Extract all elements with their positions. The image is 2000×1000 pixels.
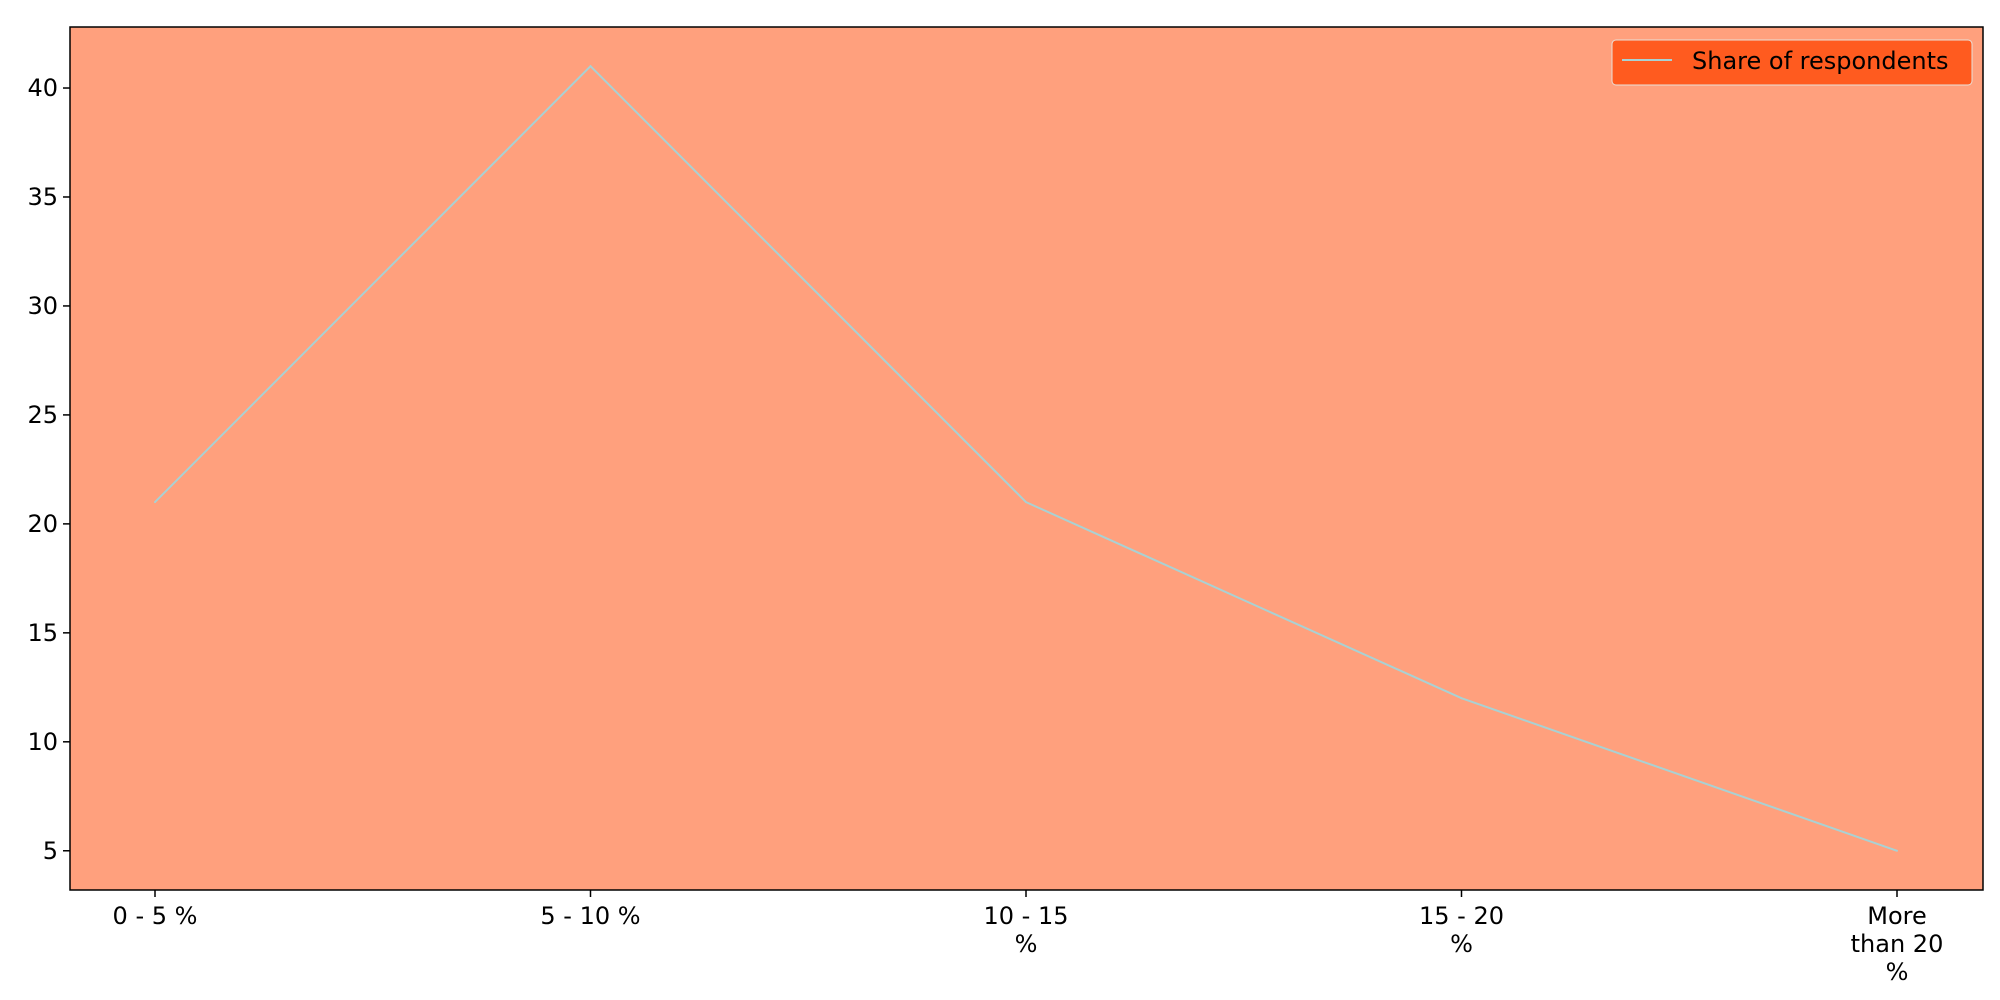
data-point xyxy=(589,65,592,68)
y-tick-label: 30 xyxy=(27,292,58,320)
x-tick-label: More than 20% xyxy=(1851,902,1944,986)
y-axis: 5 10 15 20 25 30 35 40 xyxy=(27,74,70,865)
plot-area xyxy=(69,26,1984,891)
y-tick-label: 35 xyxy=(27,183,58,211)
legend-label: Share of respondents xyxy=(1692,47,1949,75)
y-tick-label: 25 xyxy=(27,401,58,429)
x-tick-label: 10 - 15% xyxy=(984,902,1069,958)
legend: Share of respondents xyxy=(1611,39,1973,86)
y-tick-label: 40 xyxy=(27,74,58,102)
data-point xyxy=(1460,697,1463,700)
x-axis: 0 - 5 % 5 - 10 % 10 - 15 % 15 - 20 % More than … xyxy=(113,890,1944,986)
legend-box xyxy=(1611,39,1973,86)
data-point xyxy=(1025,501,1027,504)
x-tick-label: 5 - 10 % xyxy=(540,902,640,930)
y-tick-label: 20 xyxy=(27,510,58,538)
data-point xyxy=(1896,849,1898,852)
y-tick-label: 15 xyxy=(27,619,58,647)
series-layer xyxy=(154,64,1898,852)
x-tick-label: 0 - 5 % xyxy=(113,902,198,930)
y-tick-label: 10 xyxy=(27,728,58,756)
data-point xyxy=(154,501,156,504)
x-tick-label: 15 - 20% xyxy=(1419,902,1504,958)
y-tick-label: 5 xyxy=(43,837,58,865)
